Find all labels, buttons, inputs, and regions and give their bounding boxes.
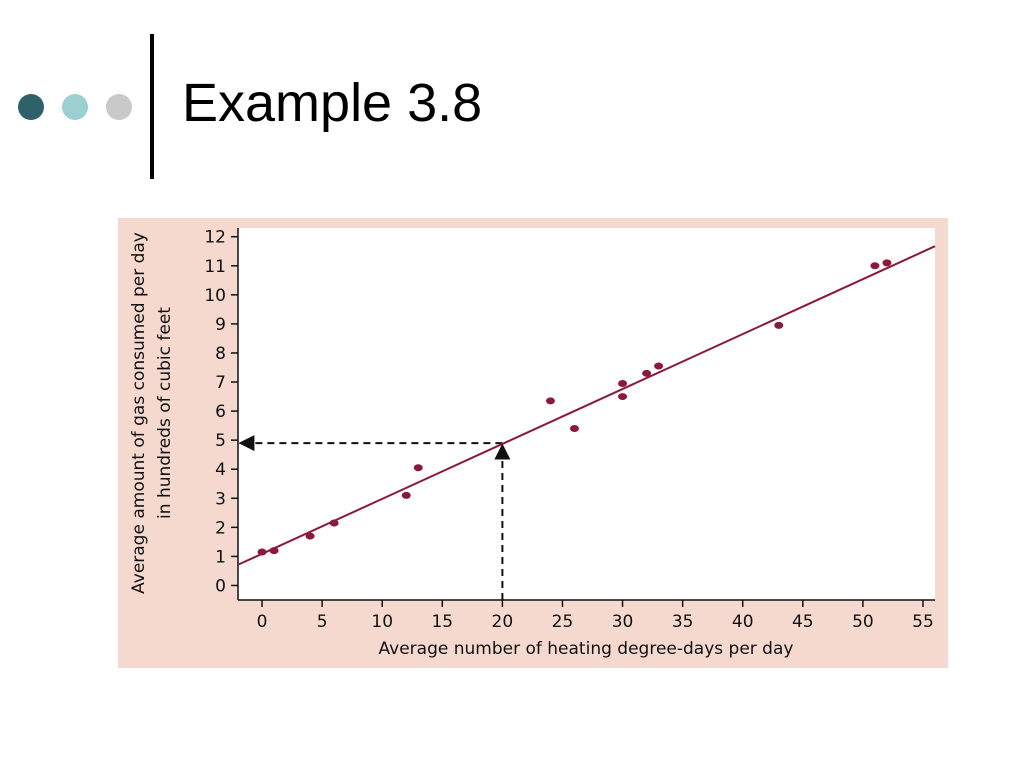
data-point [545,397,555,405]
data-point [257,548,267,556]
y-tick-label: 8 [215,344,226,364]
x-tick-label: 55 [912,612,934,632]
chart-panel: 0 1 2 3 4 5 6 7 8 9 10 11 12 0 5 10 15 20 25 30 35 40 45 50 55 A… [118,218,948,668]
x-tick-label: 35 [672,612,694,632]
data-point [269,547,279,555]
data-point [870,262,880,270]
y-tick-label: 5 [215,431,226,451]
y-tick-label: 3 [215,489,226,509]
y-tick-label: 10 [204,286,226,306]
bullet-dot-gray [106,94,132,120]
bullet-dot-dark [18,94,44,120]
x-axis-title: Average number of heating degree-days pe… [379,639,794,659]
slide-bullet-dots [18,94,132,120]
data-point [569,425,579,433]
data-point [305,532,315,540]
data-point [401,491,411,499]
data-point [618,393,628,401]
slide-title: Example 3.8 [182,73,483,133]
y-tick-label: 0 [215,576,226,596]
bullet-dot-light [62,94,88,120]
y-tick-label: 9 [215,315,226,335]
y-tick-label: 12 [204,228,226,248]
data-marks [237,245,936,566]
x-tick-label: 0 [257,612,268,632]
data-point [654,362,664,370]
x-tick-label: 10 [371,612,393,632]
y-tick-label: 1 [215,547,226,567]
x-tick-label: 15 [431,612,453,632]
x-tick-label: 20 [492,612,514,632]
x-tick-label: 30 [612,612,634,632]
y-tick-label: 6 [215,402,226,422]
x-tick-label: 45 [792,612,814,632]
x-tick-label: 5 [317,612,328,632]
y-axis-title-line1: Average amount of gas consumed per day [129,232,149,594]
data-point [774,321,784,329]
y-tick-label: 11 [204,257,226,277]
title-divider [150,34,154,179]
data-point [618,379,628,387]
x-tick-label: 40 [732,612,754,632]
data-point [882,259,892,267]
x-tick-label: 25 [552,612,574,632]
data-point [642,369,652,377]
regression-line [237,245,936,566]
plot-area [238,228,935,600]
prediction-guides [238,435,511,600]
y-axis-title-line2: in hundreds of cubic feet [155,307,175,519]
data-point [413,464,423,472]
data-point [329,519,339,527]
y-tick-label: 4 [215,460,226,480]
y-tick-label: 7 [215,373,226,393]
y-tick-label: 2 [215,518,226,538]
x-tick-label: 50 [852,612,874,632]
